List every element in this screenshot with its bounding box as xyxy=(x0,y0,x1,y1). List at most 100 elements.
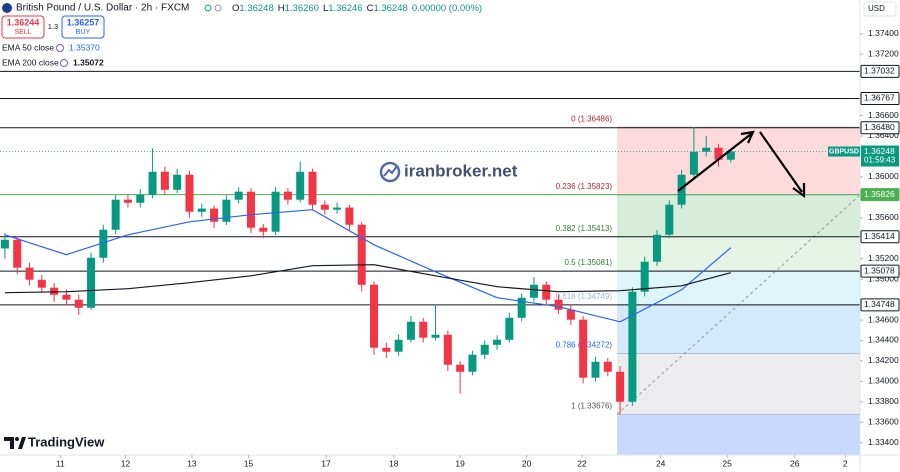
sell-price: 1.36244 xyxy=(7,17,40,27)
candle-body xyxy=(50,287,59,295)
fib-label: 0.618 (1.34749) xyxy=(556,292,613,301)
fib-band xyxy=(617,194,860,237)
candle-body xyxy=(185,174,194,212)
candle-body xyxy=(345,207,354,225)
fib-band xyxy=(617,353,860,415)
sell-button[interactable] xyxy=(1,15,45,39)
indicator-value: 1.35370 xyxy=(69,42,100,52)
x-tick-label: 17 xyxy=(321,458,331,468)
x-tick-label: 22 xyxy=(577,458,587,468)
sell-label: SELL xyxy=(14,29,31,36)
candle-body xyxy=(296,171,305,200)
x-tick-label: 13 xyxy=(187,458,197,468)
y-tick-label: 1.35600 xyxy=(868,212,899,222)
fib-label: 0 (1.36486) xyxy=(571,114,612,123)
candle-body xyxy=(160,171,169,190)
candle-body xyxy=(431,334,440,338)
symbol-tag xyxy=(828,146,860,157)
indicator-name: EMA 50 close xyxy=(2,42,54,52)
x-tick-label: 15 xyxy=(244,458,254,468)
price-level-tag xyxy=(860,264,900,278)
buy-price: 1.36257 xyxy=(67,17,100,27)
price-level-label: 1.35078 xyxy=(864,265,895,275)
candle-body xyxy=(222,199,231,222)
arrow-line xyxy=(677,133,752,192)
candle-body xyxy=(283,191,292,200)
candle-body xyxy=(0,239,9,249)
price-level-label: 1.35414 xyxy=(864,231,895,241)
y-tick-label: 1.33400 xyxy=(868,437,899,447)
y-tick-label: 1.34000 xyxy=(868,376,899,386)
price-level-tag xyxy=(860,230,900,244)
status-icon xyxy=(214,4,222,12)
x-tick-label: 20 xyxy=(522,458,532,468)
ohlc-change: 0.00000 (0.00%) xyxy=(412,3,482,14)
countdown: 01:59:43 xyxy=(864,156,896,165)
y-tick-label: 1.34400 xyxy=(868,335,899,345)
candle-body xyxy=(25,267,34,280)
candle-body xyxy=(320,204,329,210)
x-tick-label: 12 xyxy=(121,458,131,468)
last-price-tag xyxy=(861,145,899,167)
logo-mark xyxy=(18,437,26,449)
candle-body xyxy=(591,361,600,378)
candle-body xyxy=(603,361,612,372)
ema-line xyxy=(4,264,731,294)
fib-band xyxy=(617,304,860,354)
price-level-tag xyxy=(860,91,900,105)
candle-body xyxy=(726,151,735,160)
candle-body xyxy=(370,284,379,348)
price-level-label: 1.37032 xyxy=(864,66,895,76)
candle-body xyxy=(628,291,637,402)
candle-body xyxy=(652,234,661,262)
candle-body xyxy=(234,191,243,200)
ohlc-value: 1.36260 xyxy=(285,3,319,14)
candle-body xyxy=(173,174,182,190)
candle-body xyxy=(468,354,477,372)
ohlc-values: O1.36248 H1.36260 L1.36246 C1.36248 0.00000 … xyxy=(232,3,482,14)
fib-band xyxy=(617,127,860,195)
y-tick-label: 1.34600 xyxy=(868,314,899,324)
currency-button[interactable] xyxy=(863,1,897,17)
candle-body xyxy=(566,309,575,320)
price-level-label: 1.36480 xyxy=(864,122,895,132)
price-level-label: 1.34748 xyxy=(864,299,895,309)
candle-body xyxy=(382,347,391,352)
x-tick-label: 24 xyxy=(656,458,666,468)
y-tick-label: 1.37400 xyxy=(868,28,899,38)
logo-text: TradingView xyxy=(28,434,105,449)
x-tick-label: 19 xyxy=(455,458,465,468)
indicator-icon xyxy=(56,44,64,52)
ohlc-key: C xyxy=(367,3,374,14)
watermark-icon xyxy=(383,165,398,177)
price-level-label: 1.36767 xyxy=(864,93,895,103)
y-tick-label: 1.36600 xyxy=(868,110,899,120)
indicator-value: 1.35072 xyxy=(73,57,104,67)
candle-body xyxy=(542,284,551,300)
watermark: iranbroker.net xyxy=(379,161,518,183)
arrow-head xyxy=(792,183,806,199)
candle-body xyxy=(99,229,108,258)
ohlc-value: 1.36246 xyxy=(328,3,362,14)
candle-body xyxy=(443,334,452,365)
y-tick-label: 1.33800 xyxy=(868,396,899,406)
candle-body xyxy=(677,174,686,205)
candle-body xyxy=(640,261,649,292)
y-tick-label: 1.34200 xyxy=(868,355,899,365)
drawing-arrows xyxy=(677,130,806,199)
candle-body xyxy=(517,297,526,318)
buy-button[interactable] xyxy=(61,15,105,39)
ohlc-value: 1.36248 xyxy=(373,3,407,14)
candle-body xyxy=(529,284,538,298)
ema-line xyxy=(4,209,732,323)
time-axis xyxy=(0,455,860,472)
candle-body xyxy=(111,199,120,230)
ohlc-key: L xyxy=(323,3,328,14)
candle-body xyxy=(13,239,22,268)
price-level-label: 1.35826 xyxy=(864,189,895,199)
candle-body xyxy=(210,208,219,222)
arrow-line xyxy=(759,131,803,193)
axis-layer: 1.37400 1.37200 1.36600 1.36400 1.36000 1.356… xyxy=(56,28,900,468)
candle-body xyxy=(702,147,711,152)
